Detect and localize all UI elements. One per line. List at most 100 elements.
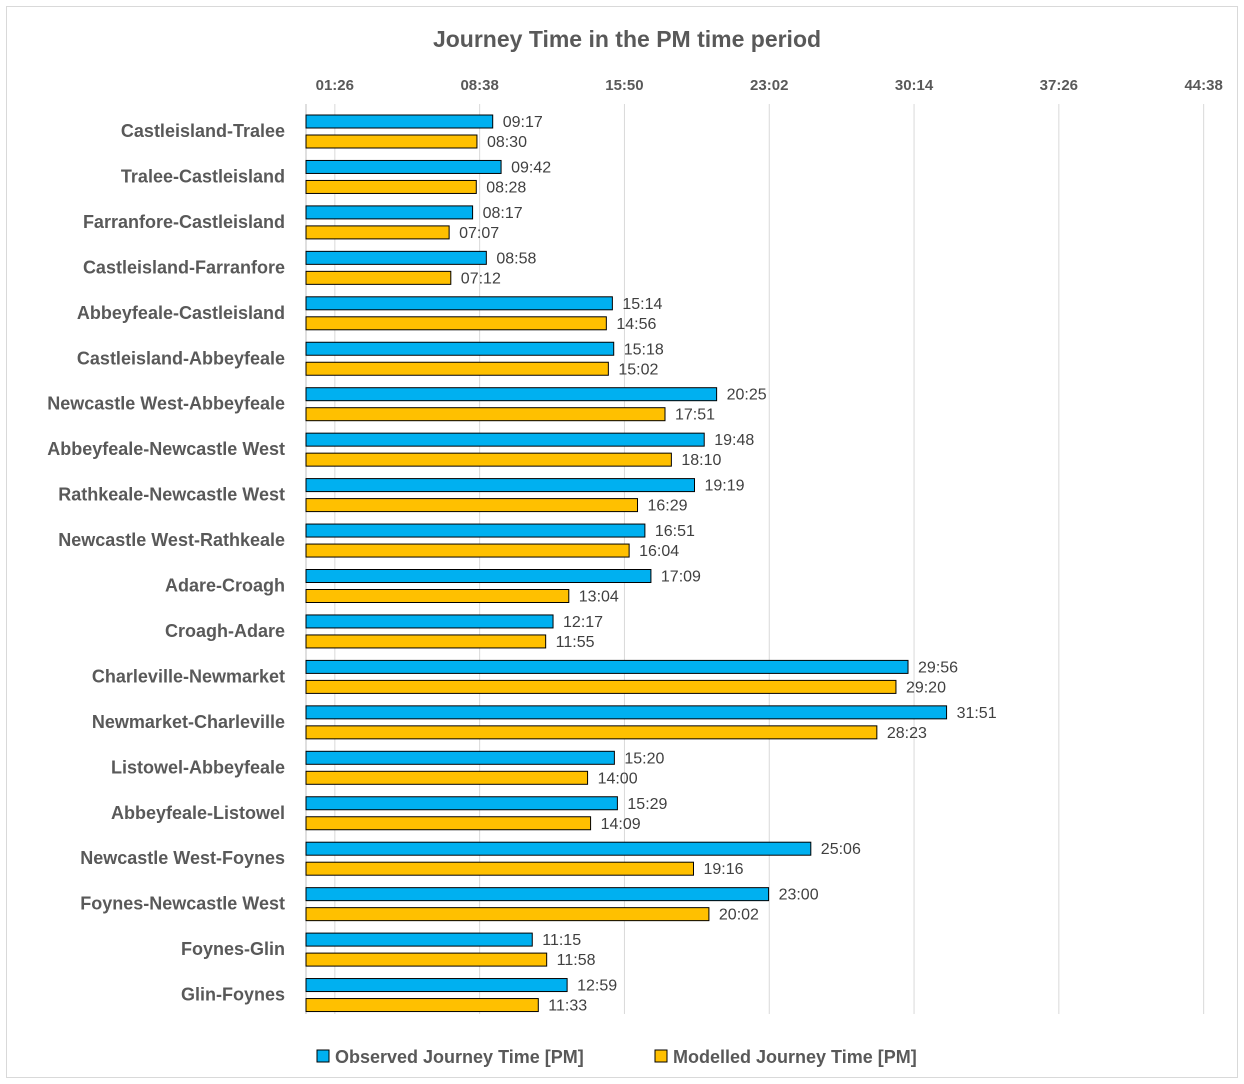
data-label: 18:10 [681, 452, 721, 469]
observed-bar [305, 705, 948, 720]
category-label: Castleisland-Tralee [121, 121, 285, 141]
data-label: 09:42 [511, 159, 551, 176]
data-label: 15:14 [622, 296, 662, 313]
observed-bar [305, 159, 502, 174]
observed-bar [305, 387, 718, 402]
data-label: 25:06 [821, 841, 861, 858]
x-tick-label: 23:02 [750, 77, 788, 94]
modelled-bar [305, 907, 710, 922]
legend-swatch [654, 1049, 668, 1063]
modelled-bar [305, 725, 878, 740]
category-label: Farranfore-Castleisland [83, 212, 285, 232]
data-label: 31:51 [957, 705, 997, 722]
data-label: 14:56 [616, 316, 656, 333]
observed-bar [305, 114, 494, 129]
data-label: 19:48 [714, 432, 754, 449]
category-label: Newcastle West-Abbeyfeale [47, 394, 285, 414]
data-label: 16:29 [648, 498, 688, 515]
category-label: Castleisland-Farranfore [83, 257, 285, 277]
data-label: 17:51 [675, 407, 715, 424]
x-tick-label: 01:26 [316, 77, 354, 94]
modelled-bar [305, 634, 547, 649]
modelled-bar [305, 225, 450, 240]
data-label: 20:25 [727, 387, 767, 404]
modelled-bar [305, 679, 897, 694]
modelled-bar [305, 816, 592, 831]
observed-bar [305, 659, 909, 674]
x-tick-label: 44:38 [1184, 77, 1222, 94]
modelled-bar [305, 952, 548, 967]
data-label: 08:30 [487, 134, 527, 151]
data-label: 09:17 [503, 114, 543, 131]
legend-label: Observed Journey Time [PM] [335, 1047, 584, 1067]
observed-bar [305, 614, 554, 629]
category-label: Croagh-Adare [165, 621, 285, 641]
category-label: Foynes-Newcastle West [80, 894, 285, 914]
data-label: 28:23 [887, 725, 927, 742]
x-tick-label: 15:50 [605, 77, 643, 94]
observed-bar [305, 569, 652, 583]
chart-title: Journey Time in the PM time period [432, 26, 822, 52]
observed-bar [305, 296, 613, 311]
modelled-bar [305, 770, 589, 785]
category-label: Newcastle West-Foynes [80, 848, 285, 868]
category-label: Charleville-Newmarket [92, 666, 285, 686]
legend-label: Modelled Journey Time [PM] [673, 1047, 917, 1067]
data-label: 15:18 [624, 341, 664, 358]
modelled-bar [305, 998, 539, 1013]
data-label: 11:58 [557, 952, 596, 969]
data-label: 07:12 [461, 270, 501, 287]
data-label: 20:02 [719, 907, 759, 924]
legend-swatch [316, 1049, 330, 1063]
category-label: Adare-Croagh [165, 576, 285, 596]
observed-bar [305, 932, 533, 947]
observed-bar [305, 978, 568, 993]
observed-bar [305, 478, 695, 493]
data-label: 11:33 [548, 998, 587, 1015]
data-label: 14:00 [598, 770, 638, 787]
modelled-bar [305, 407, 666, 422]
category-label: Abbeyfeale-Castleisland [77, 303, 285, 323]
data-label: 12:59 [577, 978, 617, 995]
category-label: Foynes-Glin [181, 939, 285, 959]
modelled-bar [305, 452, 672, 467]
observed-bar [305, 750, 615, 765]
data-label: 23:00 [779, 887, 819, 904]
data-label: 29:20 [906, 679, 946, 696]
observed-bar [305, 887, 770, 902]
observed-bar [305, 250, 487, 265]
data-label: 14:09 [601, 816, 641, 833]
modelled-bar [305, 134, 478, 149]
category-label: Newmarket-Charleville [92, 712, 285, 732]
category-label: Tralee-Castleisland [121, 166, 285, 186]
data-label: 19:16 [703, 861, 743, 878]
data-label: 17:09 [661, 569, 701, 586]
category-label: Glin-Foynes [181, 985, 285, 1005]
observed-bar [305, 205, 474, 220]
data-label: 15:02 [618, 361, 658, 378]
observed-bar [305, 796, 618, 811]
data-label: 11:15 [542, 932, 581, 949]
observed-bar [305, 523, 646, 538]
modelled-bar [305, 589, 570, 603]
data-label: 19:19 [704, 478, 744, 495]
category-label: Newcastle West-Rathkeale [58, 530, 285, 550]
data-label: 08:28 [486, 179, 526, 196]
category-label: Castleisland-Abbeyfeale [77, 348, 285, 368]
category-label: Abbeyfeale-Newcastle West [47, 439, 285, 459]
x-tick-label: 37:26 [1040, 77, 1078, 94]
data-label: 12:17 [563, 614, 603, 631]
data-label: 15:20 [624, 750, 664, 767]
modelled-bar [305, 316, 607, 331]
data-label: 16:51 [655, 523, 695, 540]
modelled-bar [305, 270, 452, 285]
data-label: 15:29 [627, 796, 667, 813]
modelled-bar [305, 361, 609, 376]
data-label: 08:58 [496, 250, 536, 267]
data-label: 29:56 [918, 659, 958, 676]
data-label: 11:55 [556, 634, 595, 651]
modelled-bar [305, 179, 477, 194]
data-label: 07:07 [459, 225, 499, 242]
data-label: 13:04 [579, 589, 619, 606]
observed-bar [305, 432, 705, 447]
